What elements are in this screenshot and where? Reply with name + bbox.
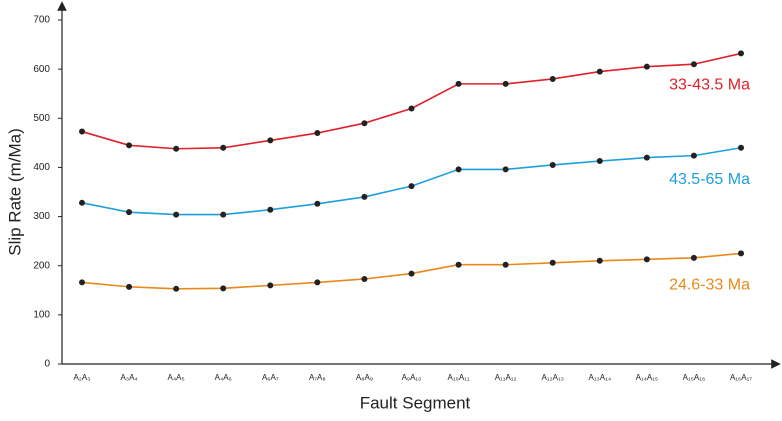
data-point [126, 209, 133, 216]
data-point [408, 105, 415, 112]
data-point [643, 154, 650, 161]
series-line [81, 146, 742, 216]
y-tick-label: 700 [33, 15, 50, 26]
data-point [267, 206, 274, 213]
data-point [220, 144, 227, 151]
data-point [79, 279, 85, 286]
x-tick-label: A₁₃A₁₄ [588, 373, 611, 382]
x-tick-label: A₇A₈ [309, 373, 326, 382]
data-point [502, 261, 509, 268]
data-point [502, 166, 509, 173]
series-line [81, 52, 742, 150]
data-point [408, 183, 415, 190]
data-point [126, 142, 133, 149]
data-point [220, 211, 227, 218]
data-point [126, 283, 133, 290]
data-point [596, 68, 603, 75]
data-point [596, 257, 603, 264]
data-point [173, 145, 180, 152]
data-point [408, 270, 415, 277]
data-point [643, 256, 650, 263]
data-point [79, 199, 85, 206]
x-tick-label: A₁₁A₁₂ [495, 373, 517, 382]
data-point [314, 130, 321, 137]
data-point [173, 211, 180, 218]
data-point [455, 80, 462, 87]
data-point [643, 63, 650, 70]
x-axis-label: Fault Segment [360, 393, 471, 412]
data-point [220, 285, 227, 292]
data-point [549, 161, 556, 168]
x-tick-label: A₃A₄ [120, 373, 137, 382]
y-tick-label: 600 [33, 64, 50, 75]
data-point [738, 50, 744, 57]
x-tick-label: A₄A₅ [168, 373, 185, 382]
y-tick-label: 300 [33, 211, 50, 222]
data-point [314, 200, 321, 207]
x-tick-label: A₁₆A₁₇ [730, 373, 752, 382]
data-point [690, 152, 697, 159]
data-point [455, 261, 462, 268]
data-point [690, 61, 697, 68]
y-tick-label: 400 [33, 162, 50, 173]
y-tick-label: 0 [44, 359, 50, 370]
x-tick-label: A₁₀A₁₁ [448, 373, 470, 382]
x-tick-label: A₁₄A₁₅ [636, 373, 659, 382]
data-point [455, 166, 462, 173]
x-tick-label: A₆A₇ [262, 373, 279, 382]
data-point [361, 193, 368, 200]
data-point [549, 259, 556, 266]
series-label: 33-43.5 Ma [669, 77, 750, 94]
x-tick-label: A₄A₆ [215, 373, 232, 382]
data-point [361, 275, 368, 282]
y-tick-label: 200 [33, 260, 50, 271]
data-point [267, 282, 274, 289]
data-point [79, 128, 85, 135]
series-label: 24.6-33 Ma [669, 277, 750, 294]
y-tick-label: 100 [33, 309, 50, 320]
data-point [549, 75, 556, 82]
data-point [502, 80, 509, 87]
data-point [173, 285, 180, 292]
data-point [690, 254, 697, 261]
data-point [738, 250, 744, 257]
series-label: 43.5-65 Ma [669, 171, 750, 188]
data-point [596, 158, 603, 165]
y-axis-label: Slip Rate (m/Ma) [5, 128, 24, 256]
x-tick-label: A₈A₉ [356, 373, 373, 382]
y-tick-label: 500 [33, 113, 50, 124]
data-point [361, 120, 368, 127]
x-tick-label: A₉A₁₀ [402, 373, 422, 382]
data-point [267, 137, 274, 144]
x-tick-label: A₁₅A₁₆ [683, 373, 706, 382]
data-point [738, 144, 744, 151]
data-point [314, 279, 321, 286]
x-tick-label: A₁₂A₁₃ [541, 373, 563, 382]
x-tick-label: A₂A₃ [73, 373, 90, 382]
